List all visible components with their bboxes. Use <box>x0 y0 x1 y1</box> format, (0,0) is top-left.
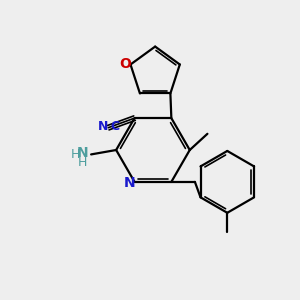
Text: O: O <box>119 58 131 71</box>
Text: N: N <box>98 120 108 133</box>
Text: N: N <box>77 146 89 160</box>
Text: H: H <box>78 156 88 169</box>
Text: C: C <box>110 120 119 133</box>
Text: H: H <box>71 148 80 161</box>
Text: N: N <box>123 176 135 190</box>
